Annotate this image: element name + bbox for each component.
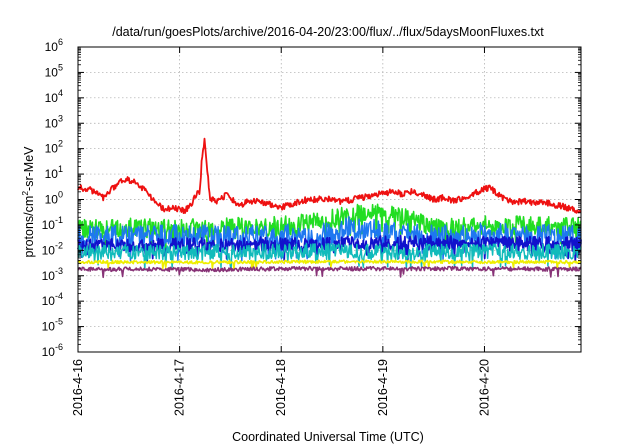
series-line: [77, 242, 582, 271]
y-tick-label: 10-4: [42, 291, 63, 308]
y-tick-label: 105: [45, 62, 63, 79]
y-tick-label: 10-2: [42, 240, 63, 257]
y-tick-label: 104: [45, 88, 63, 105]
y-tick-label: 10-6: [42, 342, 63, 359]
x-tick-labels: 2016-4-16 2016-4-17 2016-4-18 2016-4-19 2016…: [71, 359, 491, 416]
y-tick-label: 10-3: [42, 266, 63, 283]
y-axis-label-sup: 2: [20, 191, 30, 196]
series-line: [77, 215, 582, 262]
x-tick-label: 2016-4-17: [173, 359, 187, 416]
y-tick-label: 101: [45, 164, 63, 181]
x-tick-label: 2016-4-20: [477, 359, 491, 416]
series-line: [77, 259, 582, 271]
y-tick-label: 10-5: [42, 317, 63, 334]
series-line: [77, 234, 582, 263]
y-axis-label-pre: protons/cm: [22, 196, 36, 258]
grid-lines: [78, 47, 581, 352]
tick-marks: [77, 46, 581, 353]
series-line: [77, 137, 582, 214]
y-tick-labels: 10-6 10-5 10-4 10-3 10-2 10-1 100 101 102 103 104 1…: [42, 37, 63, 359]
y-axis-label: protons/cm2-sr-MeV: [20, 146, 36, 258]
y-tick-label: 10-1: [42, 215, 63, 232]
x-axis-label: Coordinated Universal Time (UTC): [232, 430, 424, 444]
x-tick-label: 2016-4-16: [71, 359, 85, 416]
y-axis-label-post: -sr-MeV: [22, 146, 36, 191]
x-tick-label: 2016-4-19: [376, 359, 390, 416]
series-group: [77, 137, 582, 279]
series-line: [77, 265, 582, 279]
y-tick-label: 100: [45, 190, 63, 207]
x-tick-label: 2016-4-18: [274, 359, 288, 416]
y-tick-label: 106: [45, 37, 63, 54]
y-tick-label: 102: [45, 139, 63, 156]
y-tick-label: 103: [45, 113, 63, 130]
chart-title: /data/run/goesPlots/archive/2016-04-20/2…: [112, 25, 544, 39]
